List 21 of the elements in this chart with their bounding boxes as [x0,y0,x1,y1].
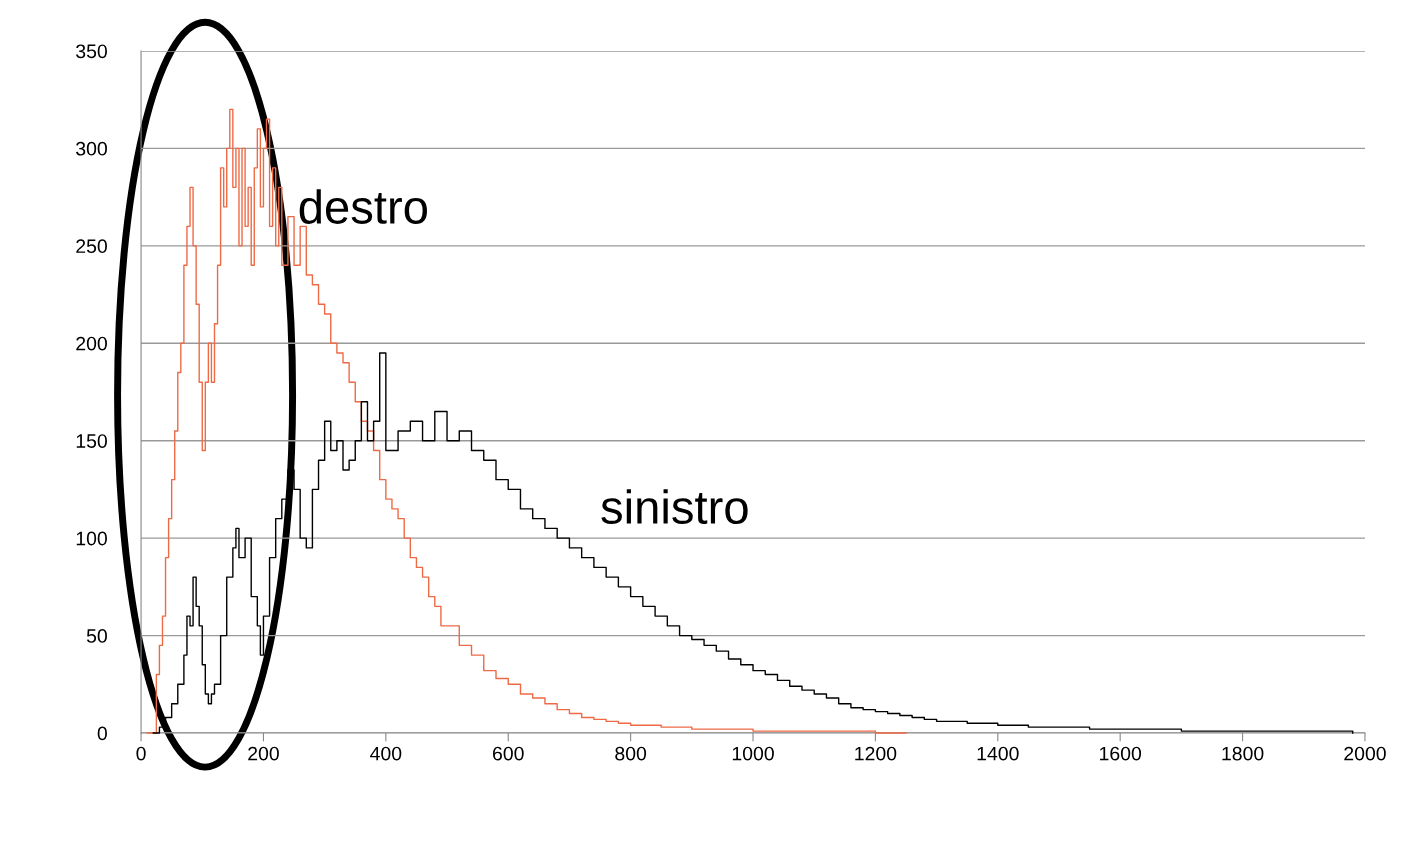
y-tick-label: 200 [76,336,107,351]
series-label: sinistro [601,489,748,525]
y-tick-label: 0 [97,726,107,741]
x-tick-label: 800 [615,746,647,761]
y-tick-label: 300 [76,141,107,156]
y-tick-label: 350 [76,44,107,59]
x-tick-label: 600 [493,746,524,761]
x-tick-label: 400 [370,746,402,761]
x-tick-label: 1200 [855,746,897,761]
x-tick-label: 1600 [1100,746,1142,761]
x-tick-label: 1400 [977,746,1019,761]
y-tick-label: 150 [76,434,107,448]
y-tick-label: 50 [86,629,107,643]
x-tick-label: 1000 [732,746,774,761]
x-tick-label: 0 [136,746,146,761]
y-tick-label: 250 [76,239,107,254]
y-tick-label: 100 [76,531,107,546]
x-tick-label: 200 [248,746,279,761]
x-tick-label: 2000 [1344,746,1386,761]
x-tick-label: 1800 [1222,746,1264,761]
series-label: destro [299,189,427,224]
